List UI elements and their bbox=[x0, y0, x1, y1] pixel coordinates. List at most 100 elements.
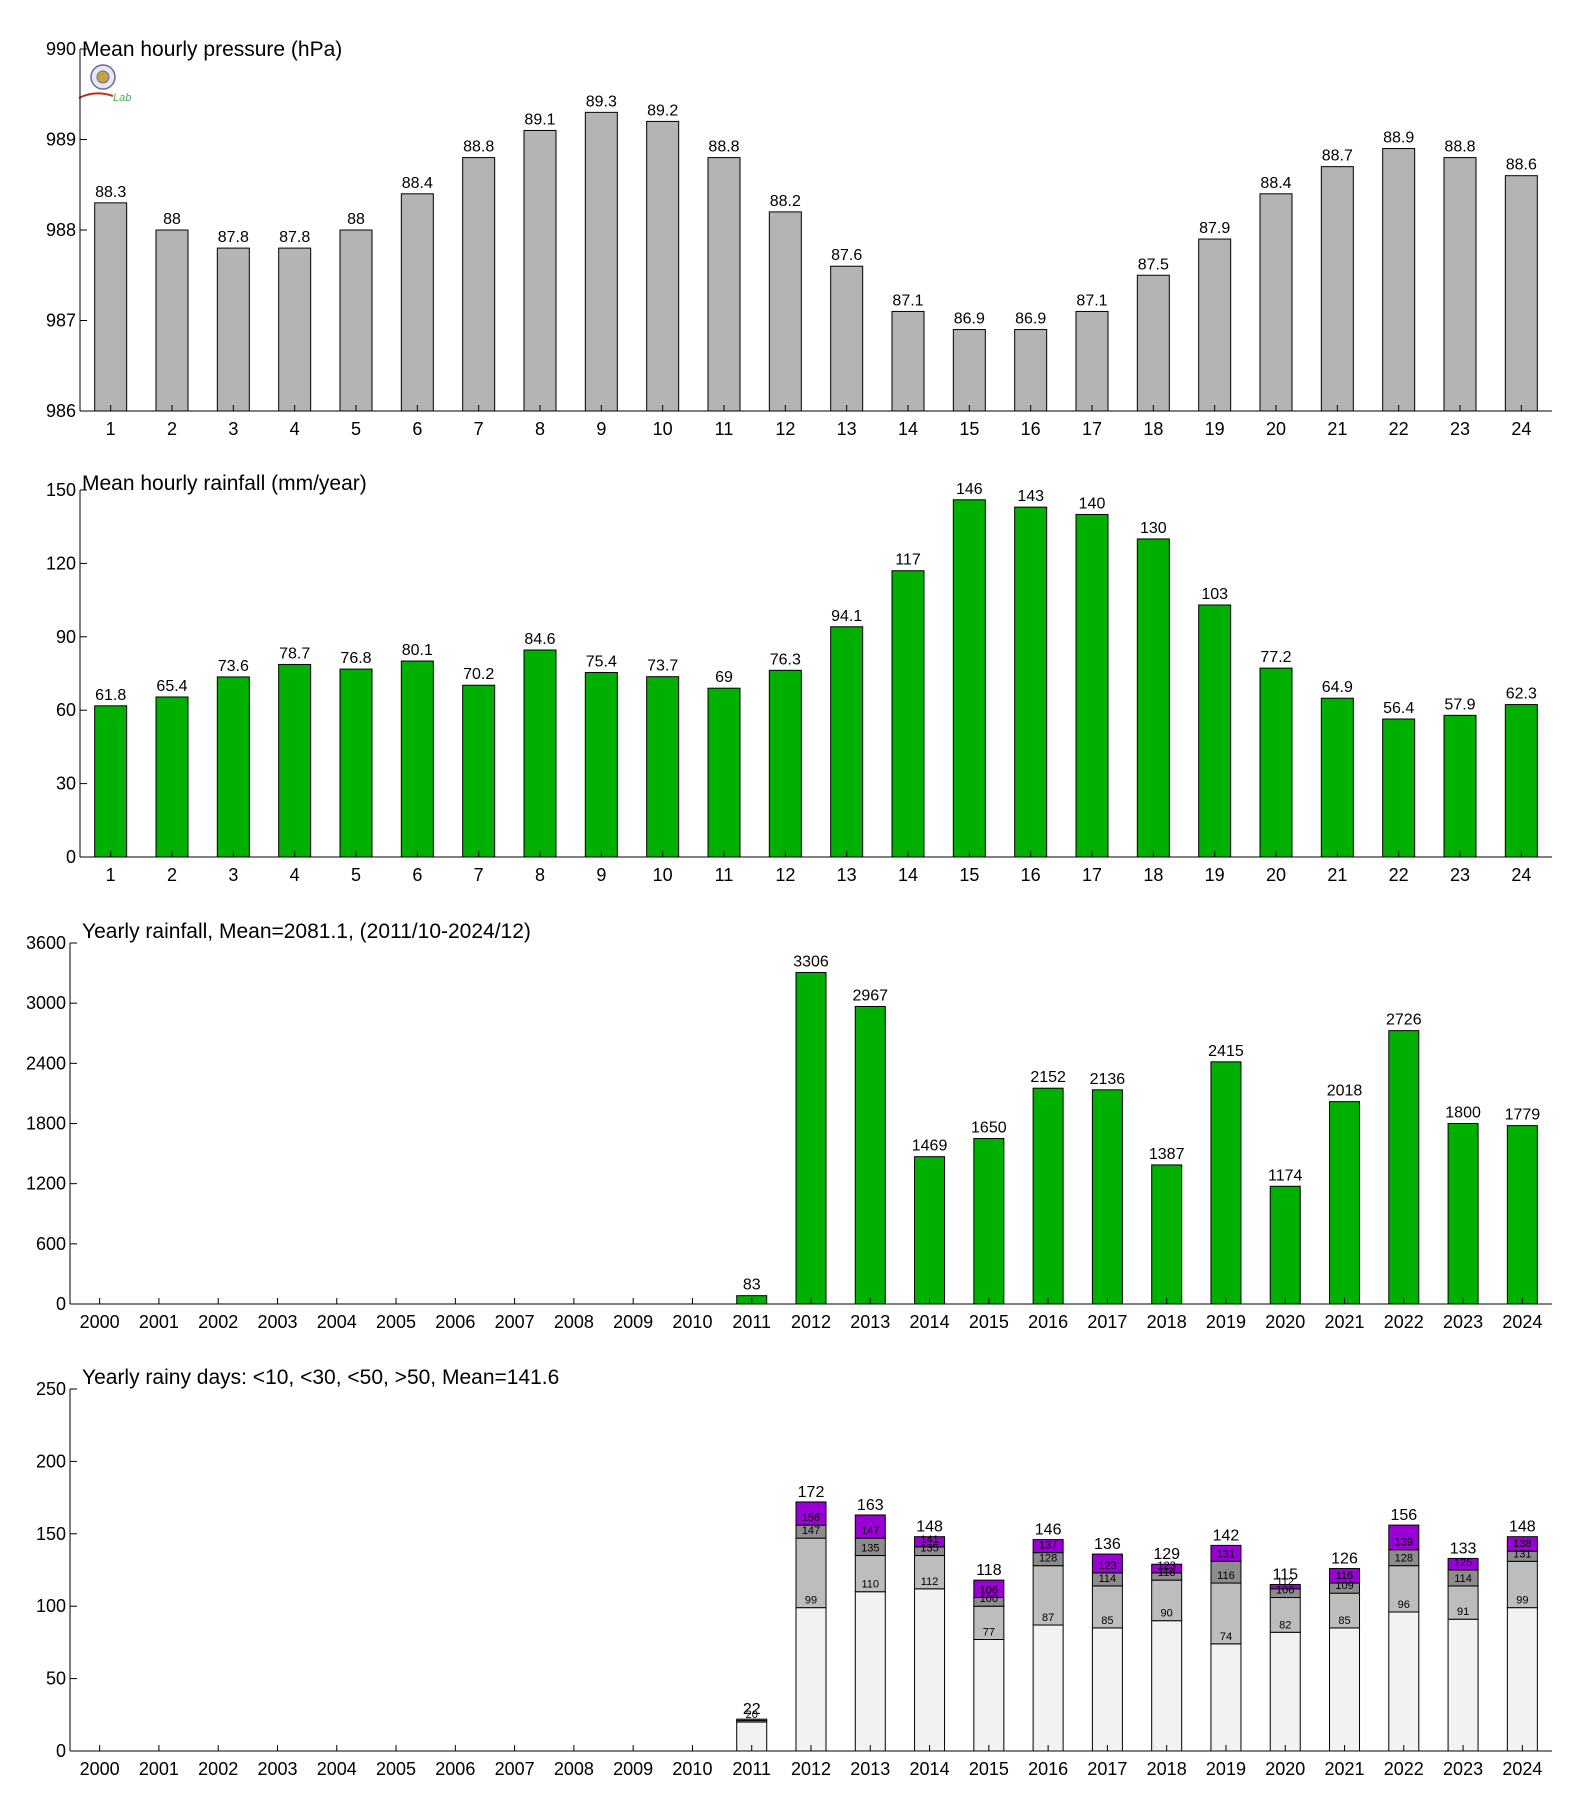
segment-label-under30: 114 bbox=[1454, 1573, 1472, 1585]
data-label: 88.6 bbox=[1506, 157, 1537, 174]
x-tick-label: 2021 bbox=[1324, 1759, 1364, 1779]
data-label: 61.8 bbox=[95, 687, 126, 704]
x-tick-label: 2008 bbox=[554, 1312, 594, 1332]
stack-segment bbox=[973, 1639, 1005, 1752]
x-tick-label: 2020 bbox=[1265, 1312, 1305, 1332]
logo-swoosh bbox=[78, 92, 114, 99]
logo-text: Lab bbox=[113, 92, 131, 104]
stack-segment bbox=[1388, 1611, 1420, 1752]
bar bbox=[278, 663, 312, 858]
data-label: 73.6 bbox=[218, 658, 249, 675]
data-label: 94.1 bbox=[831, 608, 862, 625]
bar bbox=[1447, 1123, 1479, 1305]
y-tick-label: 90 bbox=[56, 627, 76, 647]
data-label: 88.9 bbox=[1383, 130, 1414, 147]
total-label: 129 bbox=[1153, 1546, 1180, 1563]
data-label: 2967 bbox=[852, 987, 888, 1004]
y-tick-label: 150 bbox=[36, 1524, 66, 1544]
x-tick-label: 2024 bbox=[1502, 1759, 1542, 1779]
data-label: 117 bbox=[895, 552, 921, 569]
x-tick-label: 17 bbox=[1082, 419, 1102, 439]
bar bbox=[462, 684, 496, 858]
data-label: 2726 bbox=[1386, 1012, 1422, 1029]
x-tick-label: 11 bbox=[715, 865, 734, 885]
bar bbox=[1032, 1087, 1064, 1305]
bar bbox=[1506, 1125, 1538, 1305]
x-tick-label: 2 bbox=[167, 865, 177, 885]
data-label: 2415 bbox=[1208, 1043, 1244, 1060]
y-tick-label: 60 bbox=[56, 700, 76, 720]
data-label: 88.8 bbox=[1444, 139, 1475, 156]
data-label: 1779 bbox=[1505, 1107, 1541, 1124]
stack-segment bbox=[1269, 1631, 1301, 1752]
rainy-days-chart-title: Yearly rainy days: <10, <30, <50, >50, M… bbox=[82, 1366, 559, 1389]
bar bbox=[584, 672, 618, 858]
x-tick-label: 20 bbox=[1266, 419, 1286, 439]
data-label: 1650 bbox=[971, 1120, 1007, 1137]
x-tick-label: 24 bbox=[1511, 419, 1531, 439]
stack-segment bbox=[1329, 1627, 1361, 1752]
data-label: 2018 bbox=[1327, 1083, 1363, 1100]
rainfall-hourly-panel: Mean hourly rainfall (mm/year) 61.8 65.4 7… bbox=[46, 472, 1552, 885]
data-label: 87.1 bbox=[1076, 292, 1107, 309]
x-tick-label: 19 bbox=[1205, 419, 1225, 439]
data-label: 84.6 bbox=[524, 631, 555, 648]
bar bbox=[768, 211, 802, 412]
x-tick-label: 2015 bbox=[969, 1759, 1009, 1779]
stack-segment bbox=[854, 1514, 886, 1539]
yearly-rainfall-chart-title: Yearly rainfall, Mean=2081.1, (2011/10-2… bbox=[82, 920, 531, 943]
bar bbox=[1210, 1061, 1242, 1305]
stack-segment bbox=[854, 1555, 886, 1593]
x-tick-label: 2024 bbox=[1502, 1312, 1542, 1332]
y-tick-label: 0 bbox=[66, 847, 76, 867]
x-tick-label: 2009 bbox=[613, 1312, 653, 1332]
bar bbox=[1329, 1101, 1361, 1305]
segment-label-under30: 135 bbox=[861, 1543, 879, 1555]
x-tick-label: 2019 bbox=[1206, 1312, 1246, 1332]
data-label: 89.1 bbox=[524, 111, 555, 128]
x-tick-label: 2021 bbox=[1324, 1312, 1364, 1332]
total-label: 172 bbox=[798, 1484, 825, 1501]
data-label: 87.1 bbox=[892, 292, 923, 309]
x-tick-label: 22 bbox=[1389, 419, 1409, 439]
data-label: 88.3 bbox=[95, 184, 126, 201]
x-tick-label: 2000 bbox=[80, 1312, 120, 1332]
data-label: 76.3 bbox=[770, 651, 801, 668]
data-label: 87.8 bbox=[218, 229, 249, 246]
total-label: 148 bbox=[1509, 1519, 1536, 1536]
stack-segment bbox=[1032, 1565, 1064, 1626]
pressure-panel: Mean hourly pressure (hPa) Lab 88.3 88 87.… bbox=[46, 38, 1552, 439]
bar bbox=[646, 120, 680, 412]
stack-segment bbox=[1091, 1627, 1123, 1752]
logo-seal-inner bbox=[96, 70, 110, 84]
x-tick-label: 2022 bbox=[1384, 1312, 1424, 1332]
stack-segment bbox=[973, 1579, 1005, 1599]
x-tick-label: 4 bbox=[290, 419, 300, 439]
stack-segment bbox=[1329, 1592, 1361, 1629]
bar bbox=[1198, 238, 1232, 412]
x-tick-label: 2023 bbox=[1443, 1312, 1483, 1332]
bar bbox=[1198, 604, 1232, 858]
x-tick-label: 14 bbox=[898, 419, 918, 439]
stack-segment bbox=[1151, 1620, 1183, 1752]
x-tick-label: 2019 bbox=[1206, 1759, 1246, 1779]
bar bbox=[891, 310, 925, 412]
x-tick-label: 2016 bbox=[1028, 1759, 1068, 1779]
bar bbox=[1443, 157, 1477, 412]
segment-label-under50: 137 bbox=[1039, 1540, 1057, 1552]
bar bbox=[1504, 175, 1538, 412]
total-label: 146 bbox=[1035, 1522, 1062, 1539]
data-label: 86.9 bbox=[1015, 311, 1046, 328]
data-label: 2152 bbox=[1030, 1069, 1066, 1086]
bar bbox=[768, 669, 802, 858]
stack-segment bbox=[1506, 1536, 1538, 1552]
y-tick-label: 1200 bbox=[26, 1174, 66, 1194]
x-tick-label: 2002 bbox=[198, 1759, 238, 1779]
logo: Lab bbox=[78, 64, 131, 104]
x-tick-label: 2005 bbox=[376, 1759, 416, 1779]
pressure-chart-title: Mean hourly pressure (hPa) bbox=[82, 38, 342, 61]
y-tick-label: 0 bbox=[56, 1294, 66, 1314]
segment-label-under50: 112 bbox=[1276, 1576, 1294, 1588]
x-tick-label: 2023 bbox=[1443, 1759, 1483, 1779]
x-tick-label: 24 bbox=[1511, 865, 1531, 885]
